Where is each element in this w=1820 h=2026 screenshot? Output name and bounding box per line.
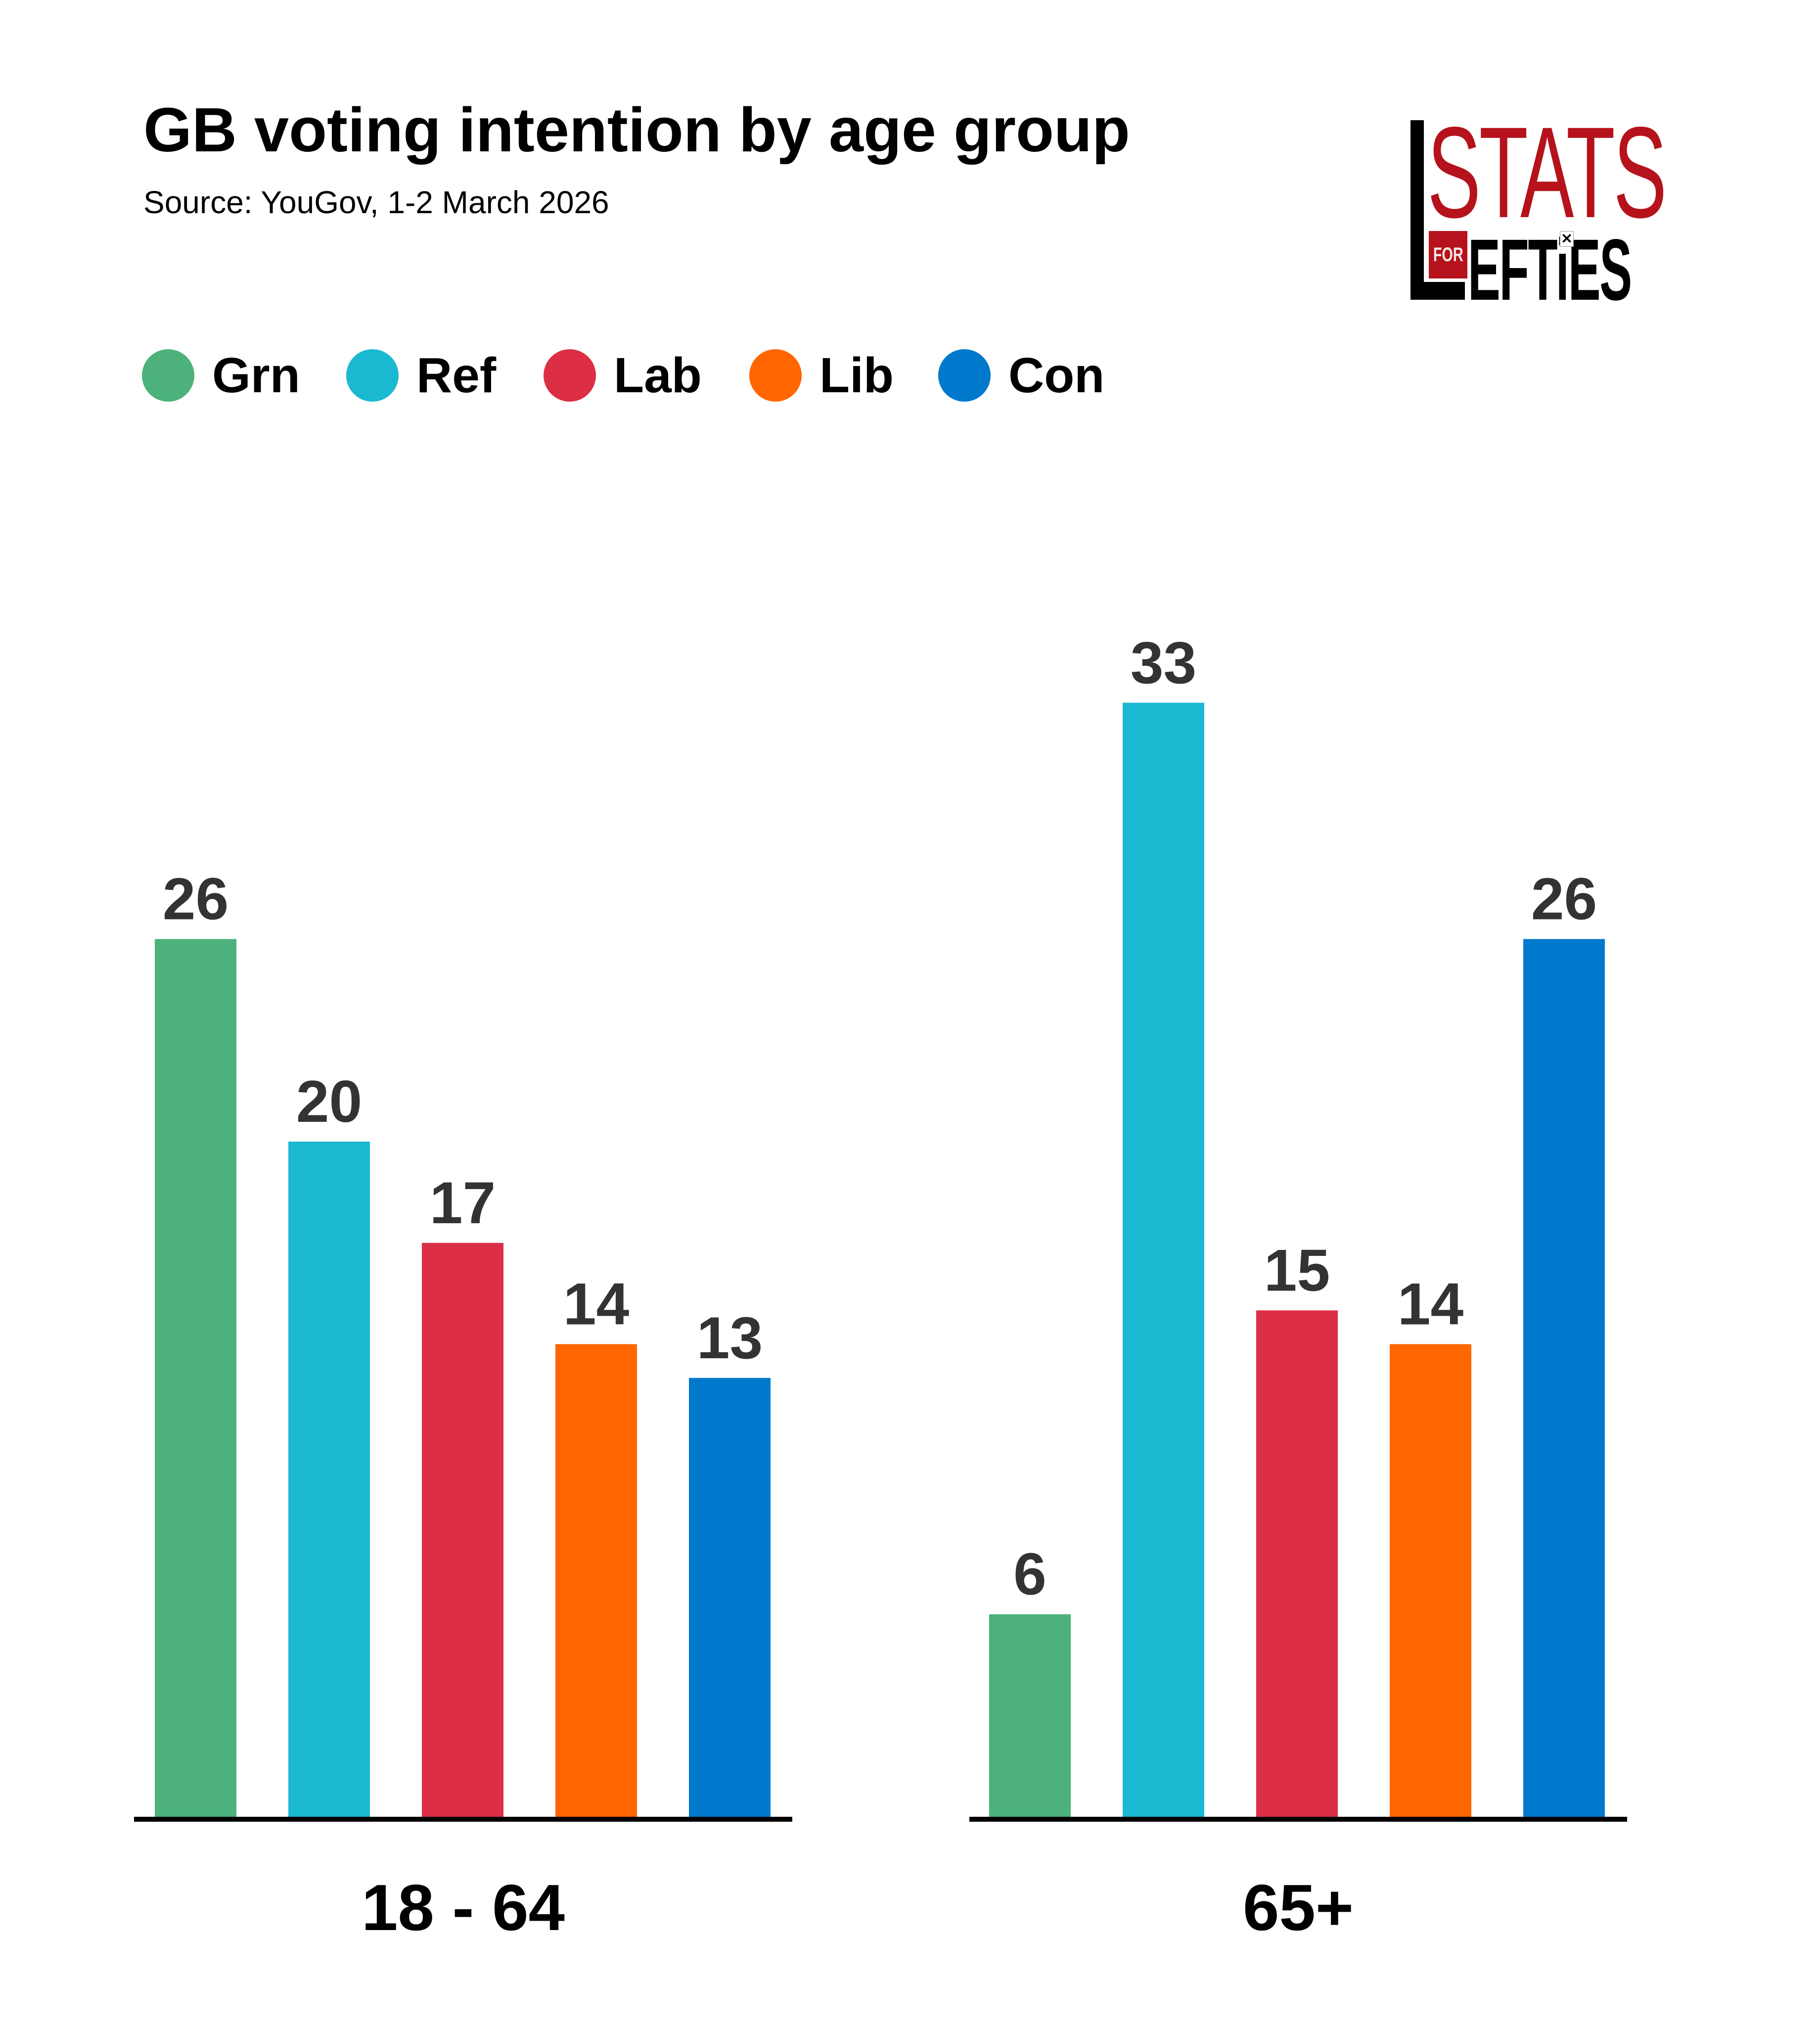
bar-ref-18-64 [288,1142,370,1817]
bar-group-65: 6 33 15 14 26 65+ [969,630,1627,1944]
bar-grn-18-64 [155,939,236,1817]
value-label-lab-18-64: 17 [430,1170,496,1236]
x-axis-line-65 [969,1817,1627,1822]
value-label-lib-18-64: 14 [563,1271,630,1337]
value-label-lib-65: 14 [1398,1271,1464,1337]
value-label-con-65: 26 [1531,866,1597,932]
bar-lib-18-64 [555,1344,637,1817]
bar-lib-65 [1390,1344,1471,1817]
legend-swatch-grn [142,349,194,402]
legend-swatch-lab [544,349,596,402]
logo-for-box: FOR [1429,231,1467,278]
value-label-ref-65: 33 [1131,630,1196,696]
bar-con-18-64 [689,1378,771,1817]
legend-item-ref: Ref [346,349,496,402]
legend-swatch-con [938,349,991,402]
legend-label-lib: Lib [819,348,894,403]
value-label-lab-65: 15 [1264,1237,1330,1303]
logo-l-vertical [1410,120,1424,300]
x-axis-line-18-64 [134,1817,792,1822]
bar-lab-18-64 [422,1243,503,1817]
value-label-ref-18-64: 20 [296,1068,362,1135]
chart-subtitle: Source: YouGov, 1-2 March 2026 [143,184,609,220]
stats-for-lefties-logo: STATS FOR EFTiES ✕ [1410,108,1667,314]
logo-l-horizontal [1410,282,1465,300]
bar-grn-65 [989,1614,1071,1817]
bar-con-65 [1523,939,1605,1817]
bar-lab-65 [1256,1310,1338,1817]
chart-title: GB voting intention by age group [143,95,1130,165]
legend-swatch-lib [749,349,802,402]
ballot-cross-icon: ✕ [1560,231,1574,247]
legend-item-lib: Lib [749,349,894,402]
legend-swatch-ref [346,349,399,402]
legend-item-con: Con [938,349,1104,402]
legend-label-ref: Ref [416,348,497,403]
legend-label-grn: Grn [212,348,300,403]
value-label-grn-18-64: 26 [163,866,228,932]
value-label-con-18-64: 13 [697,1305,763,1371]
legend-label-con: Con [1008,348,1105,403]
category-label-18-64: 18 - 64 [362,1871,565,1944]
bar-ref-65 [1123,702,1204,1817]
legend-item-lab: Lab [544,349,702,402]
legend-item-grn: Grn [142,349,300,402]
logo-for-text: FOR [1433,243,1463,266]
value-label-grn-65: 6 [1013,1541,1046,1608]
bar-group-18-64: 26 20 17 14 13 18 - 64 [134,866,792,1944]
logo-stats-text: STATS [1427,100,1667,245]
logo-efties-text: EFTiES [1468,222,1632,319]
legend-label-lab: Lab [614,348,702,403]
category-label-65: 65+ [1243,1871,1354,1944]
